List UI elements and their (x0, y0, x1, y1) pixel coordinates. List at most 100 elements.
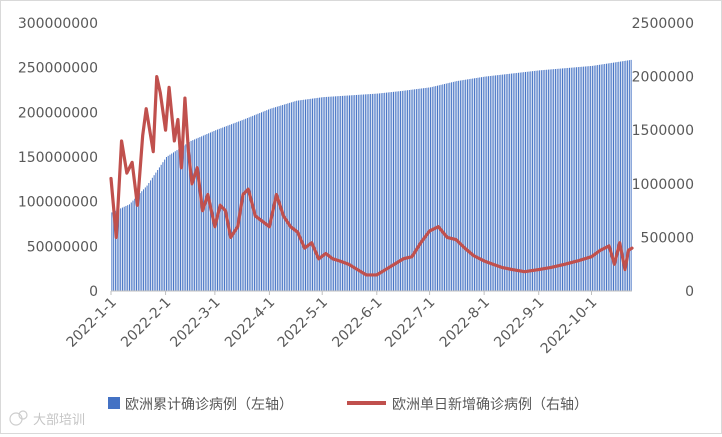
cumulative-bar (567, 67, 569, 292)
cumulative-bar (540, 70, 542, 291)
cumulative-bar (204, 134, 206, 291)
cumulative-bar (482, 76, 484, 291)
cumulative-bar (449, 82, 451, 291)
cumulative-bar (445, 83, 447, 291)
daily-new-line (109, 74, 634, 277)
cumulative-bar (426, 87, 428, 292)
right-tick-label: 0 (685, 284, 694, 300)
cumulative-bar (253, 115, 255, 291)
legend-label-bar: 欧洲累计确诊病例（左轴） (125, 397, 293, 413)
cumulative-bar (597, 65, 599, 291)
cumulative-bar (238, 121, 240, 292)
cumulative-bar (551, 69, 553, 291)
cumulative-bar (605, 63, 607, 292)
cumulative-bar (400, 91, 402, 291)
cumulative-bar (475, 78, 477, 291)
cumulative-bar (306, 99, 308, 291)
cumulative-bar (320, 97, 322, 291)
cumulative-bar (231, 124, 233, 291)
cumulative-bar (549, 69, 551, 291)
cumulative-bar (285, 103, 287, 291)
cumulative-bar (229, 124, 231, 291)
cumulative-bar (261, 112, 262, 291)
cumulative-bar (547, 69, 549, 291)
x-tick-label: 2022-9-1 (491, 295, 547, 351)
cumulative-bar (248, 117, 250, 291)
cumulative-bar (528, 71, 530, 291)
cumulative-bar (463, 79, 465, 291)
cumulative-bar (297, 100, 299, 291)
cumulative-bar (373, 93, 375, 291)
cumulative-bar (533, 70, 535, 291)
cumulative-bar (201, 136, 203, 291)
cumulative-bar (454, 81, 456, 291)
cumulative-bar (123, 206, 125, 291)
cumulative-bar (444, 83, 446, 291)
cumulative-bar (305, 99, 306, 291)
cumulative-bar (130, 202, 132, 291)
cumulative-bar (537, 70, 539, 291)
cumulative-bar (370, 94, 372, 291)
cumulative-bar (623, 60, 625, 291)
cumulative-bar (588, 66, 590, 292)
cumulative-bar (556, 68, 558, 291)
cumulative-bar (452, 81, 454, 292)
cumulative-bar (137, 194, 139, 291)
cumulative-bar (507, 73, 509, 291)
cumulative-bar (257, 113, 259, 291)
right-tick-label: 2000000 (632, 70, 694, 86)
cumulative-bar (570, 67, 572, 291)
cumulative-bar (197, 137, 199, 291)
cumulative-bar (472, 78, 474, 291)
cumulative-bar (502, 74, 504, 291)
cumulative-bar (486, 76, 488, 292)
x-tick-label: 2022-5-1 (275, 295, 331, 351)
cumulative-bar (493, 75, 495, 291)
cumulative-bar (150, 180, 152, 291)
cumulative-bar (461, 80, 463, 291)
cumulative-bar (312, 98, 314, 291)
cumulative-bar (509, 73, 511, 291)
cumulative-bar (581, 66, 583, 292)
cumulative-bar (361, 94, 363, 291)
cumulative-bar (266, 110, 268, 291)
cumulative-bar (178, 148, 180, 291)
cumulative-bar (429, 87, 431, 291)
cumulative-bar (625, 60, 627, 292)
watermark-logo (9, 410, 28, 426)
cumulative-bar (577, 67, 579, 291)
cumulative-bar (118, 209, 120, 291)
cumulative-bar (530, 71, 532, 291)
cumulative-bar (591, 65, 593, 291)
legend-swatch-bar (108, 397, 120, 409)
cumulative-bar (195, 138, 197, 291)
cumulative-bar (303, 99, 305, 292)
x-tick-label: 2022-1-1 (64, 295, 120, 351)
cumulative-bar (301, 100, 303, 291)
cumulative-bar (437, 85, 438, 292)
cumulative-bar (415, 89, 417, 291)
cumulative-bar (225, 126, 227, 292)
right-tick-label: 1500000 (632, 123, 694, 139)
cumulative-bar (343, 95, 345, 291)
cumulative-bar (491, 75, 493, 291)
cumulative-bar (271, 108, 273, 291)
cumulative-bar (192, 140, 194, 291)
cumulative-bar (505, 74, 507, 292)
watermark-text: 大部培训 (33, 412, 85, 428)
x-tick-label: 2022-4-1 (222, 295, 278, 351)
cumulative-bar (628, 60, 630, 291)
cumulative-bar (269, 108, 271, 291)
left-tick-label: 0 (89, 284, 98, 300)
cumulative-bar (356, 94, 358, 292)
cumulative-bar (410, 89, 412, 291)
cumulative-bar (503, 74, 505, 291)
x-tick-label: 2022-7-1 (382, 295, 438, 351)
cumulative-bar (331, 96, 333, 291)
cumulative-bar (514, 73, 516, 291)
cumulative-bar (519, 72, 521, 291)
cumulative-bar (563, 68, 565, 291)
cumulative-bar (125, 205, 127, 291)
